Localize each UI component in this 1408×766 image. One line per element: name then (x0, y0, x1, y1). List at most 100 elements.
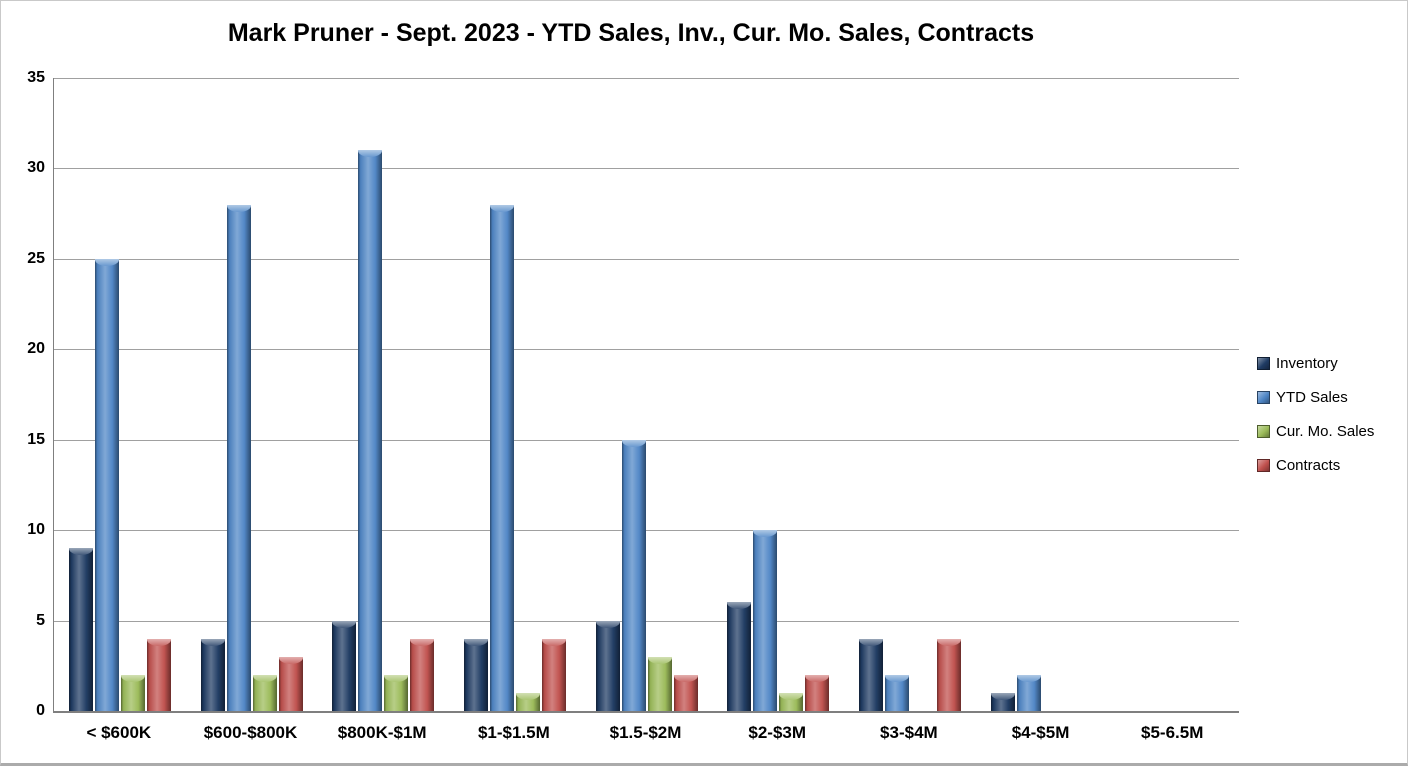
y-tick-label-0: 0 (36, 702, 45, 719)
bar-cap (489, 205, 514, 212)
legend-label-ytd-sales: YTD Sales (1276, 388, 1348, 406)
bar-cap (278, 657, 303, 664)
bar-cur-mo-sales (779, 693, 804, 711)
bar-cap (805, 675, 830, 682)
bar-cap (884, 675, 909, 682)
gridline-y-35 (54, 78, 1239, 79)
gridline-y-5 (54, 620, 1239, 622)
bar-inventory (595, 621, 620, 711)
bar-cap (647, 657, 672, 664)
gridline-y-30 (54, 168, 1239, 170)
category-group-2-3m (712, 78, 844, 711)
bar-cap (252, 675, 277, 682)
bar-ytd-sales (621, 440, 646, 711)
bar-cur-mo-sales (647, 657, 672, 711)
bar-ytd-sales (226, 205, 251, 711)
bar-cap (858, 639, 883, 646)
bar-cap (990, 693, 1015, 700)
x-tick-label-1-5-2m: $1.5-$2M (609, 723, 682, 742)
gridline-y-15 (54, 439, 1239, 441)
bar-cap (463, 639, 488, 646)
bar-inventory (990, 693, 1015, 711)
bar-ytd-sales (489, 205, 514, 711)
bar-contracts (673, 675, 698, 711)
bar-cap (1016, 675, 1041, 682)
x-tick-label-800k-1m: $800K-$1M (337, 723, 427, 742)
bar-ytd-sales (884, 675, 909, 711)
bar-cap (384, 675, 409, 682)
bar-cap (332, 621, 357, 628)
bar-ytd-sales (1016, 675, 1041, 711)
bar-cap (541, 639, 566, 646)
legend-swatch-cur-mo-sales (1257, 424, 1270, 438)
x-tick-label-4-5m: $4-$5M (1011, 723, 1070, 742)
bar-cap (753, 530, 778, 537)
category-group-4-5m (976, 78, 1108, 711)
bar-inventory (332, 621, 357, 711)
y-tick-label-35: 35 (27, 69, 45, 86)
category-group-1-5-2m (581, 78, 713, 711)
plot-area (53, 78, 1239, 713)
bar-inventory (463, 639, 488, 711)
gridline-y-20 (54, 349, 1239, 351)
bar-inventory (727, 602, 752, 711)
gridline-y-10 (54, 530, 1239, 532)
legend-label-cur-mo-sales: Cur. Mo. Sales (1276, 422, 1375, 440)
category-group-600-800k (186, 78, 318, 711)
legend: Inventory YTD Sales Cur. Mo. Sales Contract… (1257, 346, 1374, 482)
legend-item-ytd-sales: YTD Sales (1257, 380, 1374, 414)
x-tick-label-2-3m: $2-$3M (748, 723, 807, 742)
bar-cap (146, 639, 171, 646)
bar-ytd-sales (358, 150, 383, 711)
bar-cap (727, 602, 752, 609)
category-group-1-1-5m (449, 78, 581, 711)
legend-swatch-contracts (1257, 458, 1270, 472)
bar-cap (226, 205, 251, 212)
bar-cur-mo-sales (384, 675, 409, 711)
category-group-5-6-5m (1107, 78, 1239, 711)
y-tick-label-30: 30 (27, 159, 45, 177)
bar-cur-mo-sales (120, 675, 145, 711)
bar-inventory (858, 639, 883, 711)
bar-contracts (278, 657, 303, 711)
bar-cur-mo-sales (515, 693, 540, 711)
bar-contracts (936, 639, 961, 711)
category-group-600k (54, 78, 186, 711)
category-group-3-4m (844, 78, 976, 711)
bar-cap (621, 440, 646, 447)
y-tick-label-15: 15 (27, 430, 45, 448)
y-tick-label-25: 25 (27, 249, 45, 267)
bar-cap (94, 259, 119, 266)
legend-item-inventory: Inventory (1257, 346, 1374, 380)
bar-contracts (805, 675, 830, 711)
bar-cur-mo-sales (252, 675, 277, 711)
legend-item-cur-mo-sales: Cur. Mo. Sales (1257, 414, 1374, 448)
y-tick-label-10: 10 (27, 521, 45, 539)
bar-cap (68, 548, 93, 555)
bar-cap (515, 693, 540, 700)
bar-cap (410, 639, 435, 646)
bar-contracts (146, 639, 171, 711)
x-tick-label-600k: < $600K (86, 723, 152, 742)
x-tick-label-3-4m: $3-$4M (880, 723, 938, 742)
category-bars (54, 78, 1239, 711)
legend-label-contracts: Contracts (1276, 456, 1341, 474)
bar-cap (936, 639, 961, 646)
legend-label-inventory: Inventory (1276, 354, 1338, 372)
y-tick-label-20: 20 (27, 340, 45, 358)
bar-cap (673, 675, 698, 682)
x-axis-labels: < $600K $600-$800K $800K-$1M $1-$1.5M $1.5-$… (53, 723, 1238, 743)
x-tick-label-1-1-5m: $1-$1.5M (477, 723, 550, 742)
bar-inventory (200, 639, 225, 711)
x-tick-label-5-6-5m: $5-6.5M (1141, 723, 1204, 742)
bar-cap (358, 150, 383, 157)
legend-swatch-ytd-sales (1257, 390, 1270, 404)
bar-cap (200, 639, 225, 646)
category-group-800k-1m (317, 78, 449, 711)
gridline-y-25 (54, 258, 1239, 260)
bar-ytd-sales (94, 259, 119, 711)
bar-inventory (68, 548, 93, 711)
y-tick-label-5: 5 (36, 611, 45, 629)
chart-title: Mark Pruner - Sept. 2023 - YTD Sales, In… (227, 19, 1035, 47)
